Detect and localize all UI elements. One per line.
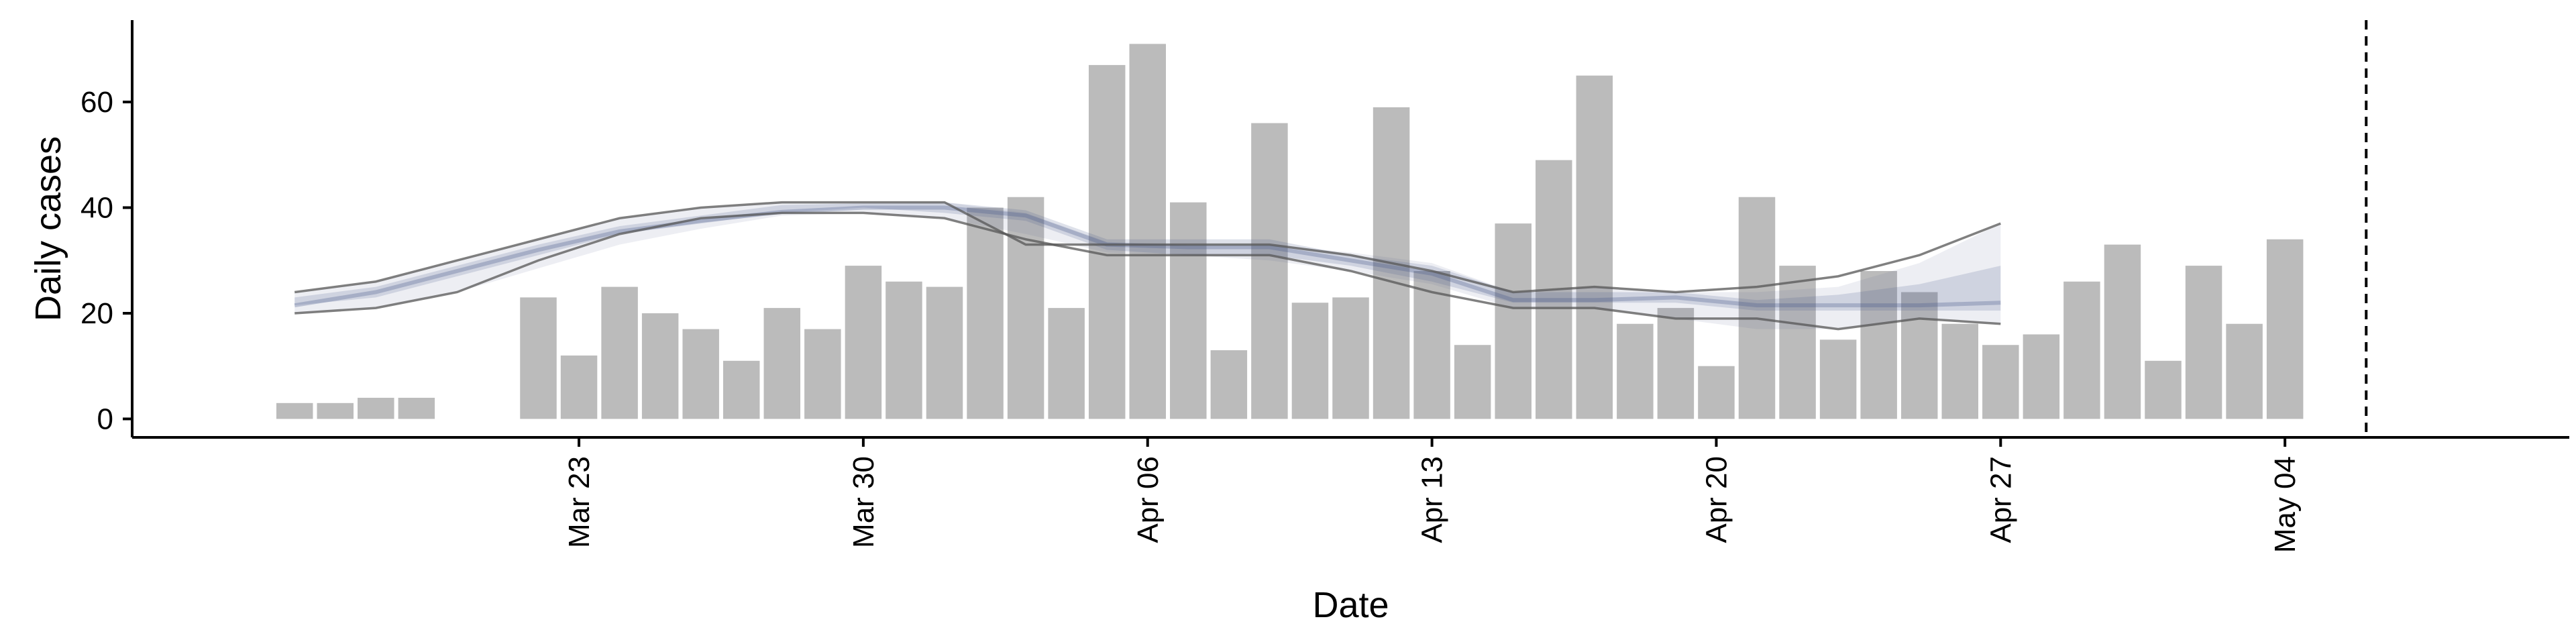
bar [1454,345,1491,419]
x-tick-label: Apr 27 [1984,456,2017,543]
bar [1738,197,1776,419]
bar [1048,308,1085,419]
bar [2104,244,2141,419]
interval-upper-line [294,201,2001,294]
bar [967,207,1004,419]
x-tick-label: May 04 [2269,456,2302,553]
bar [1779,266,1816,419]
y-axis-ticks: 0 20 40 60 [80,86,132,435]
bar [2145,360,2182,419]
bar [601,286,638,419]
interval-lower-line [294,211,2001,331]
median-line [294,205,2001,308]
bar [2185,266,2222,419]
bar [1210,350,1248,419]
y-tick-label: 20 [80,297,113,330]
x-axis-title: Date [1312,585,1389,625]
y-tick-label: 40 [80,192,113,225]
bar [1007,197,1044,419]
bar [2023,334,2060,419]
y-tick-label: 0 [97,402,113,435]
inner-interval [294,202,2001,311]
x-tick-label: Apr 13 [1416,456,1449,543]
x-tick-label: Apr 06 [1132,456,1165,543]
bar [926,286,963,419]
bar [1657,308,1695,419]
bar [641,313,679,419]
bar [317,402,354,419]
estimate-band [294,201,2001,331]
bar [1982,345,2019,419]
x-axis-ticks: Mar 23 Mar 30 Apr 06 Apr 13 Apr 20 Apr 27 May … [563,437,2302,553]
outer-interval [294,202,2001,329]
bar [560,355,598,419]
bar [1495,223,1532,419]
bar [763,308,801,419]
bar [1251,123,1288,419]
bar [1860,270,1897,419]
bar [1819,339,1857,419]
bar [2266,239,2304,419]
bar [1576,75,1613,419]
bar-series [276,44,2304,419]
bar [1698,366,1735,419]
bar [682,329,719,419]
bar [520,297,557,419]
x-tick-label: Mar 23 [563,456,596,548]
bar [2063,281,2100,419]
bar [1900,292,1938,419]
x-tick-label: Mar 30 [847,456,880,548]
bar [804,329,841,419]
bar [358,397,394,419]
y-tick-label: 60 [80,86,113,119]
x-tick-label: Apr 20 [1700,456,1733,543]
bar [885,281,922,419]
bar [1129,44,1166,419]
y-axis-title: Daily cases [28,136,68,321]
bar [276,402,313,419]
bar [1617,323,1654,419]
bar [398,397,435,419]
bar [1291,303,1329,419]
bar [1941,323,1978,419]
bar [2226,323,2263,419]
bar [1170,202,1207,419]
bar [1332,297,1369,419]
bar [723,360,760,419]
bar [1088,64,1126,419]
bar [845,266,882,419]
